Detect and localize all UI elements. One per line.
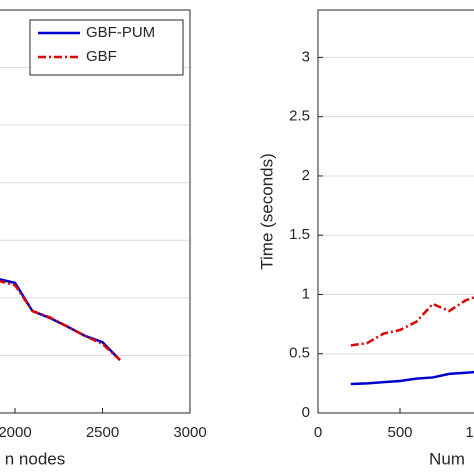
y-tick-label: 3 — [302, 48, 310, 65]
y-tick-label: 1 — [302, 285, 310, 302]
x-tick-label: 0 — [314, 424, 322, 441]
y-axis-label: Time (seconds) — [257, 153, 276, 270]
y-tick-label: 2.5 — [289, 108, 310, 125]
y-tick-label: 0 — [302, 404, 310, 421]
x-tick-label: 2000 — [0, 424, 32, 441]
legend-label: GBF-PUM — [86, 24, 155, 41]
plot-area — [318, 56, 474, 413]
series-line — [0, 278, 121, 361]
series-line — [0, 279, 121, 361]
y-tick-label: 2 — [302, 167, 310, 184]
axes-frame — [317, 9, 474, 414]
series-line — [350, 296, 474, 347]
y-tick-label: 0.5 — [289, 345, 310, 362]
x-axis-label: n nodes — [5, 449, 66, 468]
x-tick-label: 1000 — [465, 424, 474, 441]
legend-label: GBF — [86, 48, 117, 65]
x-tick-label: 3000 — [173, 424, 206, 441]
x-axis-label: Num — [429, 449, 465, 468]
axes-frame — [0, 9, 191, 414]
x-tick-label: 500 — [387, 424, 412, 441]
x-tick-label: 2500 — [86, 424, 119, 441]
y-tick-label: 1.5 — [289, 226, 310, 243]
legend-box — [29, 19, 184, 76]
series-line — [350, 370, 474, 386]
